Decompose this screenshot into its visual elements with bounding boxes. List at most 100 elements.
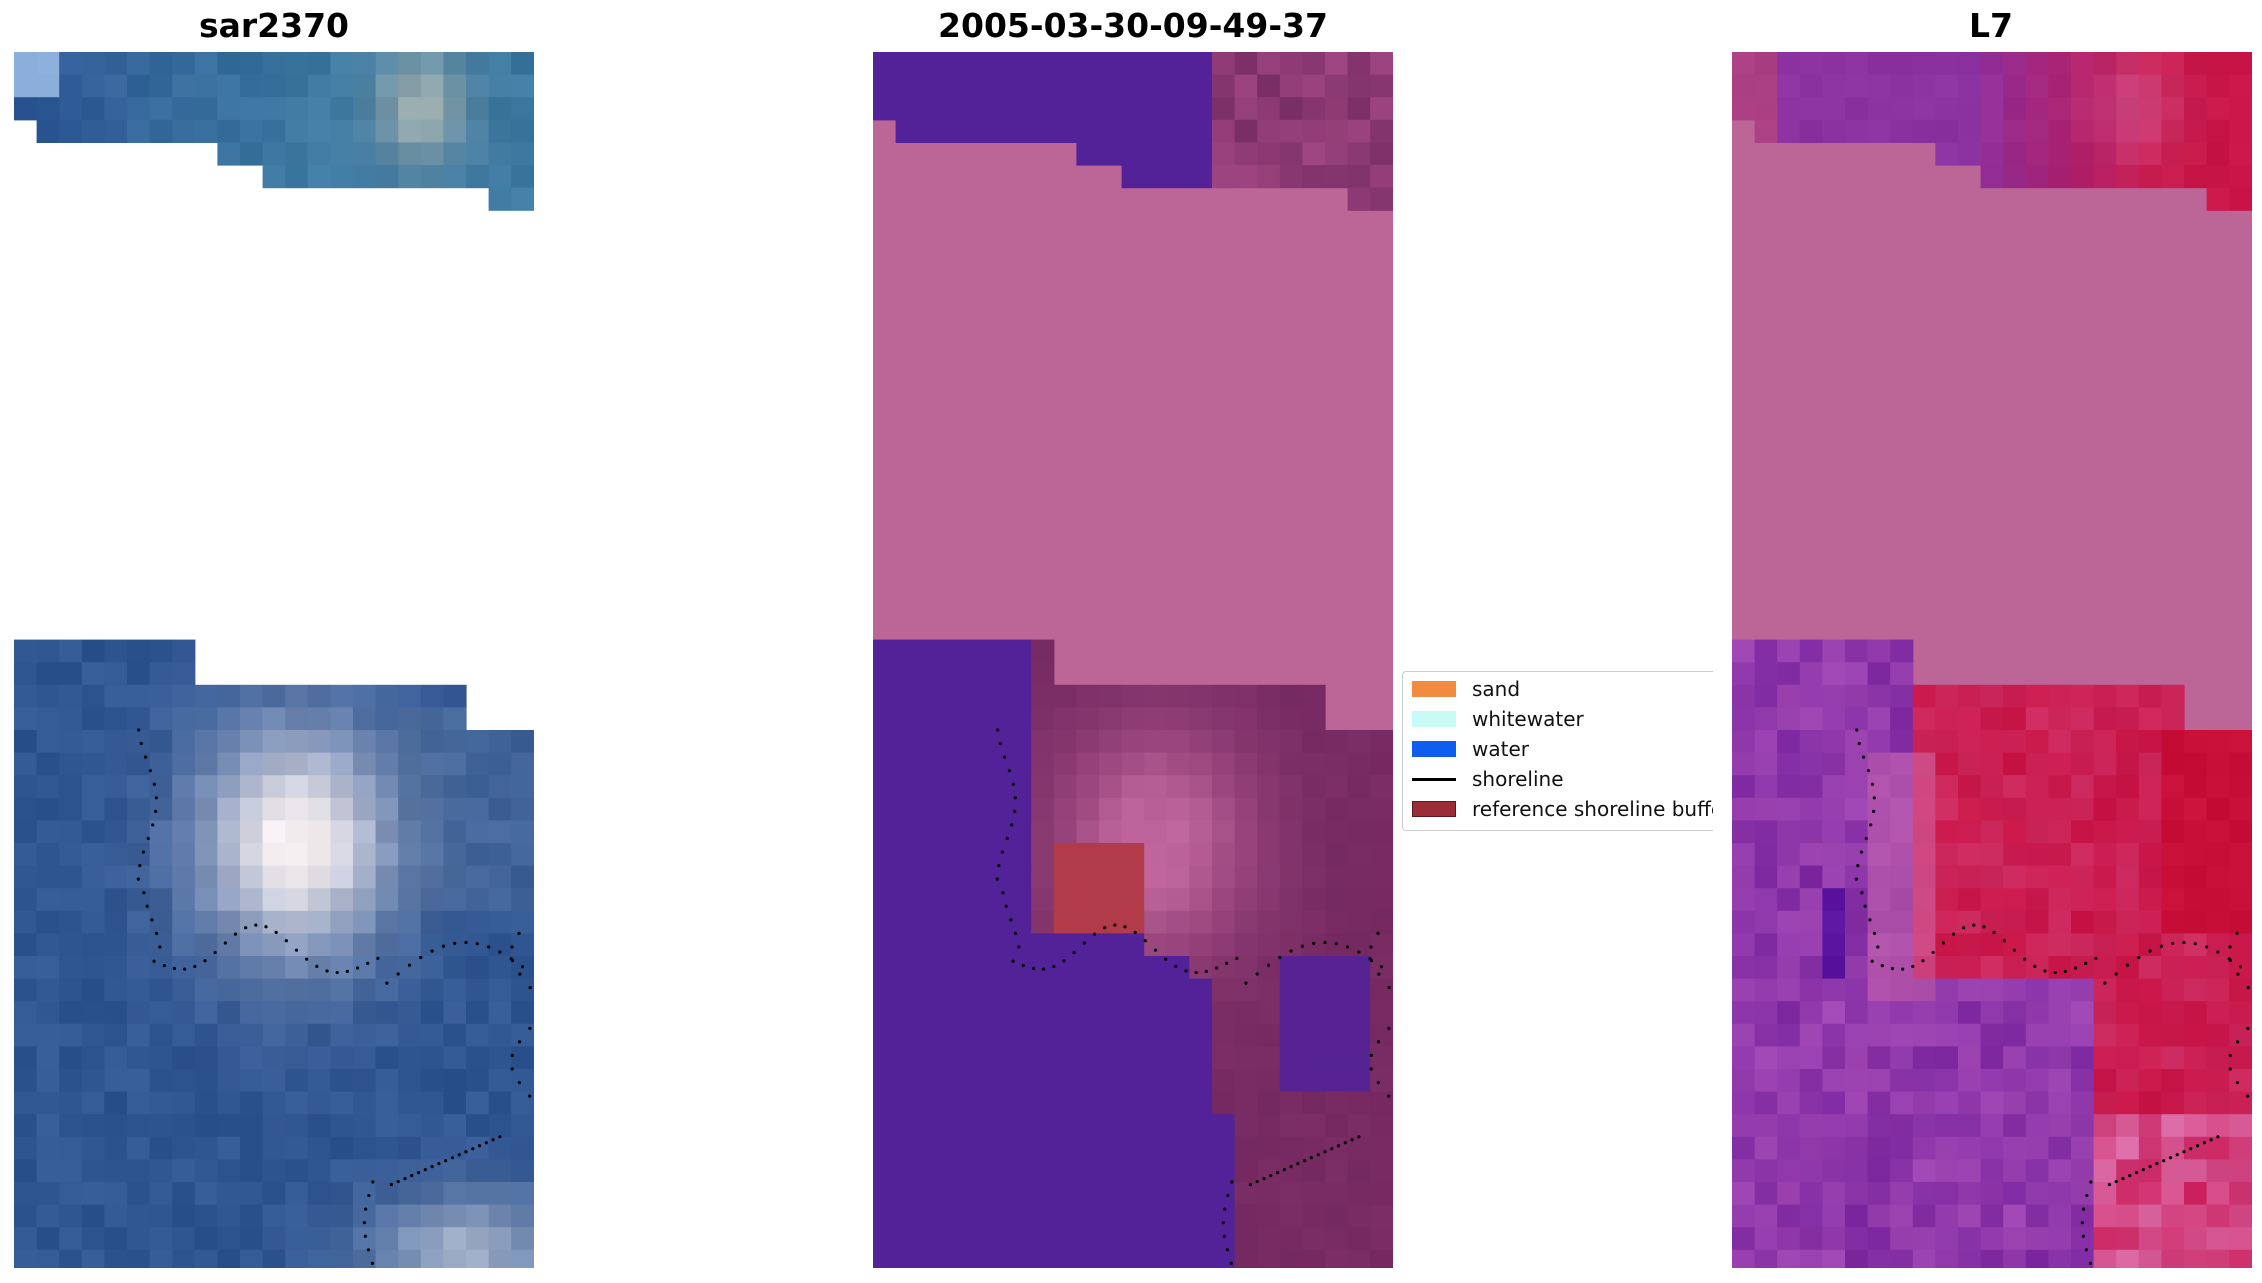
mndwi-pixel <box>2025 52 2049 76</box>
shoreline-point <box>2103 981 2107 985</box>
rgb-pixel <box>172 752 196 776</box>
mndwi-pixel <box>2071 684 2095 708</box>
class-pixel <box>895 119 919 143</box>
rgb-pixel <box>194 684 218 708</box>
mndwi-pixel <box>1980 1091 2004 1115</box>
rgb-pixel <box>240 843 264 867</box>
class-pixel <box>918 662 942 686</box>
mndwi-pixel <box>1754 1249 1778 1268</box>
mndwi-pixel <box>1912 1136 1936 1160</box>
shoreline-point <box>2084 961 2088 965</box>
class-pixel <box>1302 1114 1326 1138</box>
rgb-pixel <box>420 52 444 76</box>
class-pixel <box>873 888 897 912</box>
mndwi-pixel <box>1912 1023 1936 1047</box>
shoreline-point <box>1866 769 1871 773</box>
rgb-pixel <box>240 1069 264 1093</box>
class-pixel <box>1234 97 1258 121</box>
class-pixel <box>1347 142 1371 166</box>
rgb-pixel <box>285 1046 309 1070</box>
class-pixel <box>1076 707 1100 731</box>
class-pixel <box>1189 97 1213 121</box>
mndwi-pixel <box>2161 1114 2185 1138</box>
mndwi-pixel <box>1980 910 2004 934</box>
shoreline-point <box>1013 931 1018 936</box>
class-pixel <box>1257 52 1281 76</box>
class-pixel <box>1234 74 1258 98</box>
mndwi-pixel <box>1799 1023 1823 1047</box>
class-pixel <box>1166 978 1190 1002</box>
class-pixel <box>1121 1136 1145 1160</box>
shoreline-point <box>1221 1221 1225 1225</box>
mndwi-pixel <box>2116 1159 2140 1183</box>
class-pixel <box>1166 888 1190 912</box>
class-pixel <box>895 639 919 663</box>
mndwi-pixel <box>2229 888 2252 912</box>
rgb-pixel <box>307 1136 331 1160</box>
mndwi-pixel <box>2229 1001 2252 1025</box>
rgb-pixel <box>443 978 467 1002</box>
shoreline-point <box>371 1180 375 1184</box>
class-pixel <box>895 1069 919 1093</box>
rgb-pixel <box>36 662 60 686</box>
mndwi-pixel <box>2025 1204 2049 1228</box>
rgb-pixel <box>194 888 218 912</box>
rgb-pixel <box>353 910 377 934</box>
mndwi-pixel <box>2206 1046 2230 1070</box>
rgb-pixel <box>307 119 331 143</box>
class-pixel <box>1302 910 1326 934</box>
class-pixel <box>1212 119 1236 143</box>
rgb-pixel <box>375 956 399 980</box>
rgb-pixel <box>81 865 105 889</box>
mndwi-pixel <box>2048 797 2072 821</box>
rgb-pixel <box>36 1249 60 1268</box>
rgb-pixel <box>104 888 128 912</box>
mndwi-pixel <box>1754 1227 1778 1251</box>
class-pixel <box>1325 865 1349 889</box>
rgb-pixel <box>353 888 377 912</box>
shoreline-point <box>1042 967 1046 971</box>
class-pixel <box>986 1227 1010 1251</box>
class-pixel <box>1099 1069 1123 1093</box>
class-pixel <box>1234 142 1258 166</box>
rgb-pixel <box>262 843 286 867</box>
rgb-pixel <box>81 910 105 934</box>
mndwi-pixel <box>2206 52 2230 76</box>
rgb-pixel <box>466 775 490 799</box>
rgb-pixel <box>420 1159 444 1183</box>
mndwi-pixel <box>1732 820 1756 844</box>
rgb-pixel <box>149 1136 173 1160</box>
mndwi-pixel <box>1980 119 2004 143</box>
mndwi-pixel <box>2138 165 2162 189</box>
mndwi-pixel <box>2003 933 2027 957</box>
mndwi-pixel <box>1799 1227 1823 1251</box>
class-pixel <box>940 707 964 731</box>
shoreline-point <box>1330 1147 1334 1151</box>
class-pixel <box>873 1023 897 1047</box>
rgb-pixel <box>127 1159 151 1183</box>
mndwi-pixel <box>2206 1249 2230 1268</box>
class-pixel <box>1257 1001 1281 1025</box>
shoreline-point <box>1369 945 1373 949</box>
class-pixel <box>1144 910 1168 934</box>
shoreline-point <box>2082 1207 2086 1211</box>
mndwi-pixel <box>1732 910 1756 934</box>
shoreline-point <box>1941 941 1945 945</box>
rgb-pixel <box>353 820 377 844</box>
class-pixel <box>1121 820 1145 844</box>
rgb-pixel <box>307 1046 331 1070</box>
mndwi-pixel <box>2048 843 2072 867</box>
shoreline-point <box>2236 972 2240 976</box>
class-pixel <box>1121 119 1145 143</box>
rgb-pixel <box>81 1023 105 1047</box>
rgb-pixel <box>104 74 128 98</box>
mndwi-pixel <box>1822 933 1846 957</box>
rgb-pixel <box>262 142 286 166</box>
class-pixel <box>1008 74 1032 98</box>
rgb-pixel <box>149 97 173 121</box>
mndwi-pixel <box>2025 165 2049 189</box>
rgb-pixel <box>285 1114 309 1138</box>
rgb-pixel <box>466 1182 490 1206</box>
class-pixel <box>986 684 1010 708</box>
class-pixel <box>1076 1001 1100 1025</box>
